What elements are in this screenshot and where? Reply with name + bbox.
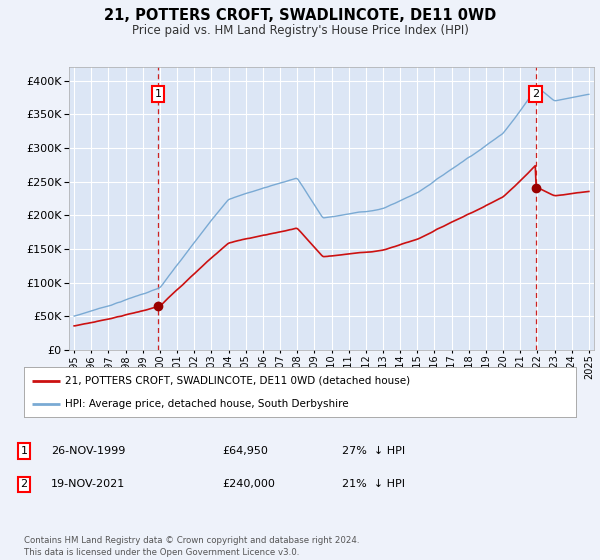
Text: Price paid vs. HM Land Registry's House Price Index (HPI): Price paid vs. HM Land Registry's House …	[131, 24, 469, 36]
Text: £64,950: £64,950	[222, 446, 268, 456]
Text: 27%  ↓ HPI: 27% ↓ HPI	[342, 446, 405, 456]
Text: 1: 1	[20, 446, 28, 456]
Text: 1: 1	[155, 89, 162, 99]
Text: 26-NOV-1999: 26-NOV-1999	[51, 446, 125, 456]
Text: 19-NOV-2021: 19-NOV-2021	[51, 479, 125, 489]
Text: 21%  ↓ HPI: 21% ↓ HPI	[342, 479, 405, 489]
Text: HPI: Average price, detached house, South Derbyshire: HPI: Average price, detached house, Sout…	[65, 399, 349, 409]
Text: 2: 2	[20, 479, 28, 489]
Text: 21, POTTERS CROFT, SWADLINCOTE, DE11 0WD (detached house): 21, POTTERS CROFT, SWADLINCOTE, DE11 0WD…	[65, 376, 410, 386]
Text: 2: 2	[532, 89, 539, 99]
Text: 21, POTTERS CROFT, SWADLINCOTE, DE11 0WD: 21, POTTERS CROFT, SWADLINCOTE, DE11 0WD	[104, 8, 496, 24]
Text: £240,000: £240,000	[222, 479, 275, 489]
Text: Contains HM Land Registry data © Crown copyright and database right 2024.
This d: Contains HM Land Registry data © Crown c…	[24, 536, 359, 557]
